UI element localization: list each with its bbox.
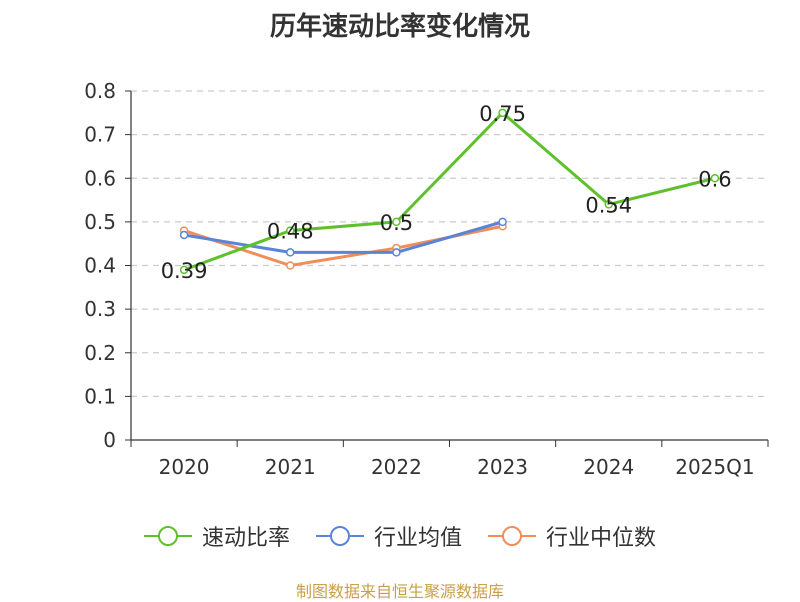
y-tick-label: 0.3 — [84, 297, 116, 321]
legend-label-industry-mean: 行业均值 — [373, 526, 462, 551]
legend-label-industry-median: 行业中位数 — [546, 526, 657, 551]
x-tick-label: 2025Q1 — [675, 455, 754, 479]
y-tick-label: 0 — [103, 428, 116, 452]
x-tick-label: 2020 — [159, 455, 210, 479]
x-tick-label: 2022 — [371, 455, 422, 479]
y-tick-label: 0.6 — [84, 166, 116, 190]
data-label: 0.5 — [380, 211, 413, 235]
x-tick-label: 2021 — [265, 455, 316, 479]
legend-swatch-industry-median — [488, 526, 536, 546]
data-point — [392, 248, 401, 257]
legend-item-industry-median[interactable]: 行业中位数 — [488, 520, 656, 552]
data-source-note: 制图数据来自恒生聚源数据库 — [295, 582, 504, 601]
data-point — [179, 230, 189, 240]
legend-item-quick-ratio[interactable]: 速动比率 — [143, 520, 290, 552]
series-line-0 — [183, 111, 716, 272]
series-line-2 — [183, 224, 503, 267]
y-tick-label: 0.1 — [84, 384, 116, 408]
legend-swatch-industry-mean — [315, 526, 364, 546]
data-point — [604, 200, 613, 209]
data-label: 0.54 — [585, 193, 632, 217]
data-label: 0.6 — [698, 167, 731, 191]
legend: 速动比率 行业均值 行业中位数 — [0, 520, 800, 552]
data-label: 0.75 — [479, 102, 526, 126]
x-tick-label: 2023 — [477, 455, 528, 479]
series-line-1 — [183, 220, 503, 254]
chart-title: 历年速动比率变化情况 — [269, 12, 530, 42]
y-tick-label: 0.2 — [84, 341, 116, 365]
data-point — [710, 174, 720, 183]
data-point — [286, 226, 295, 235]
y-tick-label: 0.8 — [84, 79, 116, 103]
y-tick-label: 0.4 — [84, 254, 116, 278]
data-point — [179, 265, 189, 275]
y-tick-label: 0.7 — [84, 123, 116, 147]
data-point — [392, 217, 401, 227]
data-point — [286, 261, 295, 270]
data-point — [498, 217, 507, 227]
legend-item-industry-mean[interactable]: 行业均值 — [315, 520, 462, 552]
legend-label-quick-ratio: 速动比率 — [201, 526, 290, 551]
x-tick-label: 2024 — [583, 455, 634, 479]
data-point — [286, 248, 295, 257]
data-point — [498, 108, 507, 118]
data-label: 0.48 — [267, 220, 314, 244]
data-label: 0.39 — [161, 259, 208, 283]
y-tick-label: 0.5 — [84, 210, 116, 234]
legend-swatch-quick-ratio — [143, 526, 192, 546]
